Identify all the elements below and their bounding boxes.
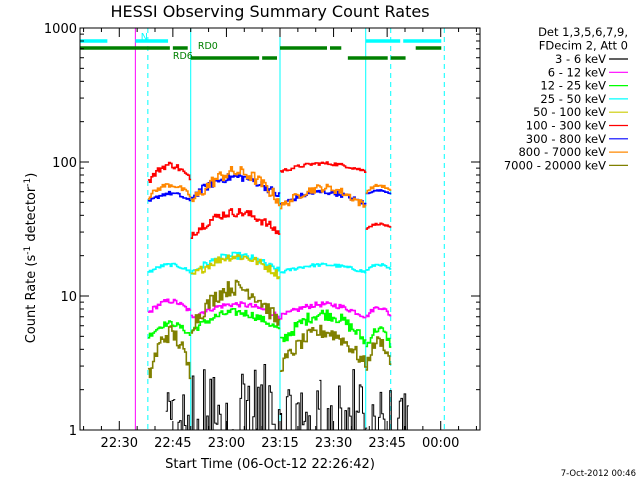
x-axis-label: Start Time (06-Oct-12 22:26:42) [165, 457, 375, 472]
legend: Det 1,3,5,6,7,9,FDecim 2, Att 03 - 6 keV… [504, 25, 628, 172]
trace-segment-2 [280, 183, 367, 210]
legend-header-line: Det 1,3,5,6,7,9, [538, 25, 628, 39]
trace-segment-3 [365, 189, 392, 195]
segment-label-n: N [141, 32, 148, 43]
legend-entry-label: 7000 - 20000 keV [504, 158, 606, 172]
legend-header-line: FDecim 2, Att 0 [539, 39, 628, 53]
trace-segment-0 [190, 254, 281, 280]
trace-segment-2 [280, 324, 367, 372]
series-800-7000-kev [147, 166, 392, 210]
trace-segment-3 [365, 222, 392, 230]
series-100-300-kev [147, 161, 392, 239]
trace-segment-2 [280, 309, 367, 345]
trace-segment-3 [365, 306, 392, 318]
trace-segment-2 [280, 161, 367, 173]
trace-segment-3 [365, 183, 392, 194]
trace-segment-1 [190, 166, 281, 207]
trace-segment-6 [365, 390, 409, 430]
footer-date-stamp: 7-Oct-2012 00:46 [561, 469, 636, 479]
x-tick-label: 23:15 [261, 436, 298, 451]
x-tick-label: 23:00 [208, 436, 245, 451]
y-tick-label: 1 [69, 424, 77, 439]
trace-segment-0 [147, 325, 192, 380]
trace-segment-1 [190, 208, 281, 239]
trace-segment-2 [280, 262, 367, 274]
trace-segment-0 [147, 161, 192, 183]
trace-segment-0 [147, 262, 192, 274]
x-tick-label: 22:45 [154, 436, 191, 451]
plot-inner [80, 28, 445, 430]
trace-segment-2 [190, 369, 234, 430]
trace-segment-1 [190, 308, 281, 332]
trace-segment-1 [190, 279, 281, 334]
trace-segment-3 [233, 364, 282, 430]
legend-entry-label: 25 - 50 keV [540, 92, 606, 106]
legend-entry-label: 100 - 300 keV [526, 119, 606, 133]
legend-entry-label: 12 - 25 keV [540, 79, 606, 93]
plot-area: N RD0 RD6 [80, 28, 445, 430]
legend-entry-label: 800 - 7000 keV [518, 145, 606, 159]
axes: 22:30 22:45 23:00 23:15 23:30 23:45 00:00 1 10 10… [44, 22, 481, 451]
y-axis-label-end: ) [24, 173, 39, 178]
trace-segment-3 [365, 326, 392, 348]
legend-entry-label: 3 - 6 keV [555, 52, 606, 66]
series-3-6-kev [165, 364, 409, 430]
trace-segment-0 [147, 320, 192, 339]
trace-segment-0 [165, 392, 176, 420]
x-tick-label: 23:45 [368, 436, 405, 451]
trace-segment-3 [365, 263, 392, 271]
series-25-50-kev [147, 251, 392, 275]
series-12-25-kev [147, 308, 392, 348]
legend-entry-label: 50 - 100 keV [533, 105, 606, 119]
trace-segment-0 [147, 190, 192, 202]
x-tick-label: 22:30 [101, 436, 138, 451]
y-tick-label: 10 [60, 290, 77, 305]
trace-segment-3 [365, 336, 392, 371]
trace-segment-1 [190, 251, 281, 275]
trace-segment-0 [147, 183, 192, 200]
chart-title: HESSI Observing Summary Count Rates [110, 2, 429, 21]
segment-label-rd0: RD0 [198, 41, 218, 52]
x-tick-label: 00:00 [422, 436, 459, 451]
y-tick-label: 100 [52, 156, 77, 171]
series-50-100-kev [190, 254, 281, 280]
y-tick-label: 1000 [44, 22, 77, 37]
legend-entry-label: 6 - 12 keV [548, 65, 606, 79]
y-axis-label-sup2: -1 [23, 178, 33, 187]
trace-segment-4 [280, 389, 320, 430]
x-tick-label: 23:30 [315, 436, 352, 451]
trace-segment-1 [176, 394, 191, 430]
segment-label-rd6: RD6 [173, 51, 193, 62]
y-axis-label-mid: detector [24, 186, 39, 246]
trace-segment-5 [319, 369, 368, 430]
y-axis-label: Count Rate (s-1 detector-1) [23, 173, 39, 344]
y-axis-label-main: Count Rate (s [24, 255, 39, 344]
trace-segment-2 [280, 301, 367, 320]
trace-segment-0 [147, 298, 192, 313]
series-7000-20000-kev [147, 279, 392, 380]
legend-entry-label: 300 - 800 keV [526, 132, 606, 146]
y-axis-label-sup1: -1 [23, 246, 33, 255]
